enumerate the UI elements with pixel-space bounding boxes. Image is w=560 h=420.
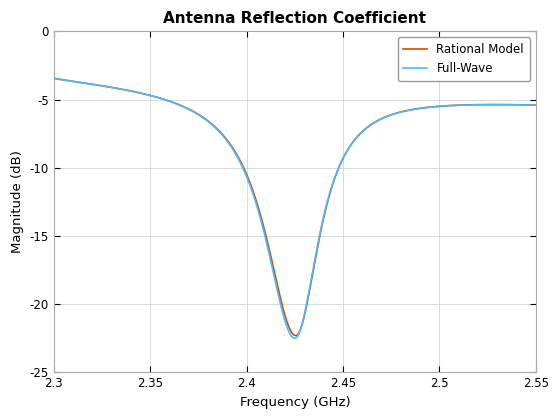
- Full-Wave: [430, 104, 437, 109]
- Rational Model: [430, 104, 437, 109]
- Full-Wave: [272, 279, 279, 284]
- Y-axis label: Magnitude (dB): Magnitude (dB): [11, 150, 24, 253]
- Rational Model: [533, 102, 539, 108]
- Line: Rational Model: Rational Model: [54, 78, 536, 336]
- Full-Wave: [519, 102, 525, 108]
- Rational Model: [272, 274, 279, 279]
- Rational Model: [75, 80, 82, 85]
- X-axis label: Frequency (GHz): Frequency (GHz): [240, 396, 350, 409]
- Rational Model: [519, 102, 525, 108]
- Full-Wave: [75, 80, 82, 85]
- Title: Antenna Reflection Coefficient: Antenna Reflection Coefficient: [164, 11, 426, 26]
- Full-Wave: [285, 328, 292, 333]
- Full-Wave: [50, 76, 57, 81]
- Rational Model: [285, 323, 292, 328]
- Line: Full-Wave: Full-Wave: [54, 78, 536, 339]
- Rational Model: [50, 76, 57, 81]
- Full-Wave: [291, 336, 298, 341]
- Full-Wave: [533, 102, 539, 108]
- Legend: Rational Model, Full-Wave: Rational Model, Full-Wave: [398, 37, 530, 81]
- Full-Wave: [519, 102, 525, 108]
- Rational Model: [519, 102, 525, 108]
- Rational Model: [292, 333, 299, 338]
